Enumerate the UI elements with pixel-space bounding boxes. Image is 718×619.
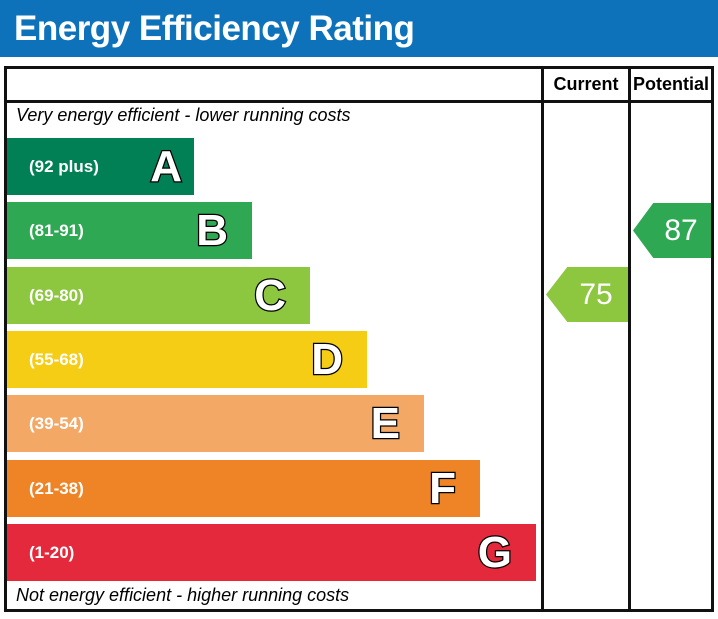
column-header-potential: Potential <box>632 74 709 94</box>
page-title: Energy Efficiency Rating <box>14 8 415 48</box>
band-letter: E <box>369 398 401 448</box>
band-range-label: (69-80) <box>29 285 84 305</box>
top-note: Very energy efficient - lower running co… <box>16 105 351 125</box>
current-rating-value: 75 <box>579 277 613 311</box>
band-row-c: (69-80) C <box>7 267 310 324</box>
band-range-label: (1-20) <box>29 542 75 562</box>
band-letter: C <box>253 270 287 320</box>
column-header-current: Current <box>553 74 619 94</box>
band-letter: G <box>477 527 514 577</box>
band-row-g: (1-20) G <box>7 524 536 581</box>
band-row-e: (39-54) E <box>7 395 424 452</box>
band-range-label: (55-68) <box>29 349 84 369</box>
current-column-divider <box>541 66 544 612</box>
band-row-a: (92 plus) A <box>7 138 194 195</box>
band-range-label: (81-91) <box>29 220 84 240</box>
band-letter: A <box>149 141 183 191</box>
band-range-label: (21-38) <box>29 478 84 498</box>
band-letter: D <box>310 334 344 384</box>
potential-column-divider <box>628 66 631 612</box>
header-row-divider <box>4 100 714 103</box>
band-range-label: (92 plus) <box>29 156 99 176</box>
band-letter: B <box>195 205 229 255</box>
band-row-b: (81-91) B <box>7 202 252 259</box>
band-row-d: (55-68) D <box>7 331 367 388</box>
band-range-label: (39-54) <box>29 413 84 433</box>
band-row-f: (21-38) F <box>7 460 480 517</box>
bottom-note: Not energy efficient - higher running co… <box>16 585 350 605</box>
potential-rating-value: 87 <box>664 213 698 247</box>
title-bar: Energy Efficiency Rating <box>0 0 718 57</box>
band-letter: F <box>428 463 457 513</box>
